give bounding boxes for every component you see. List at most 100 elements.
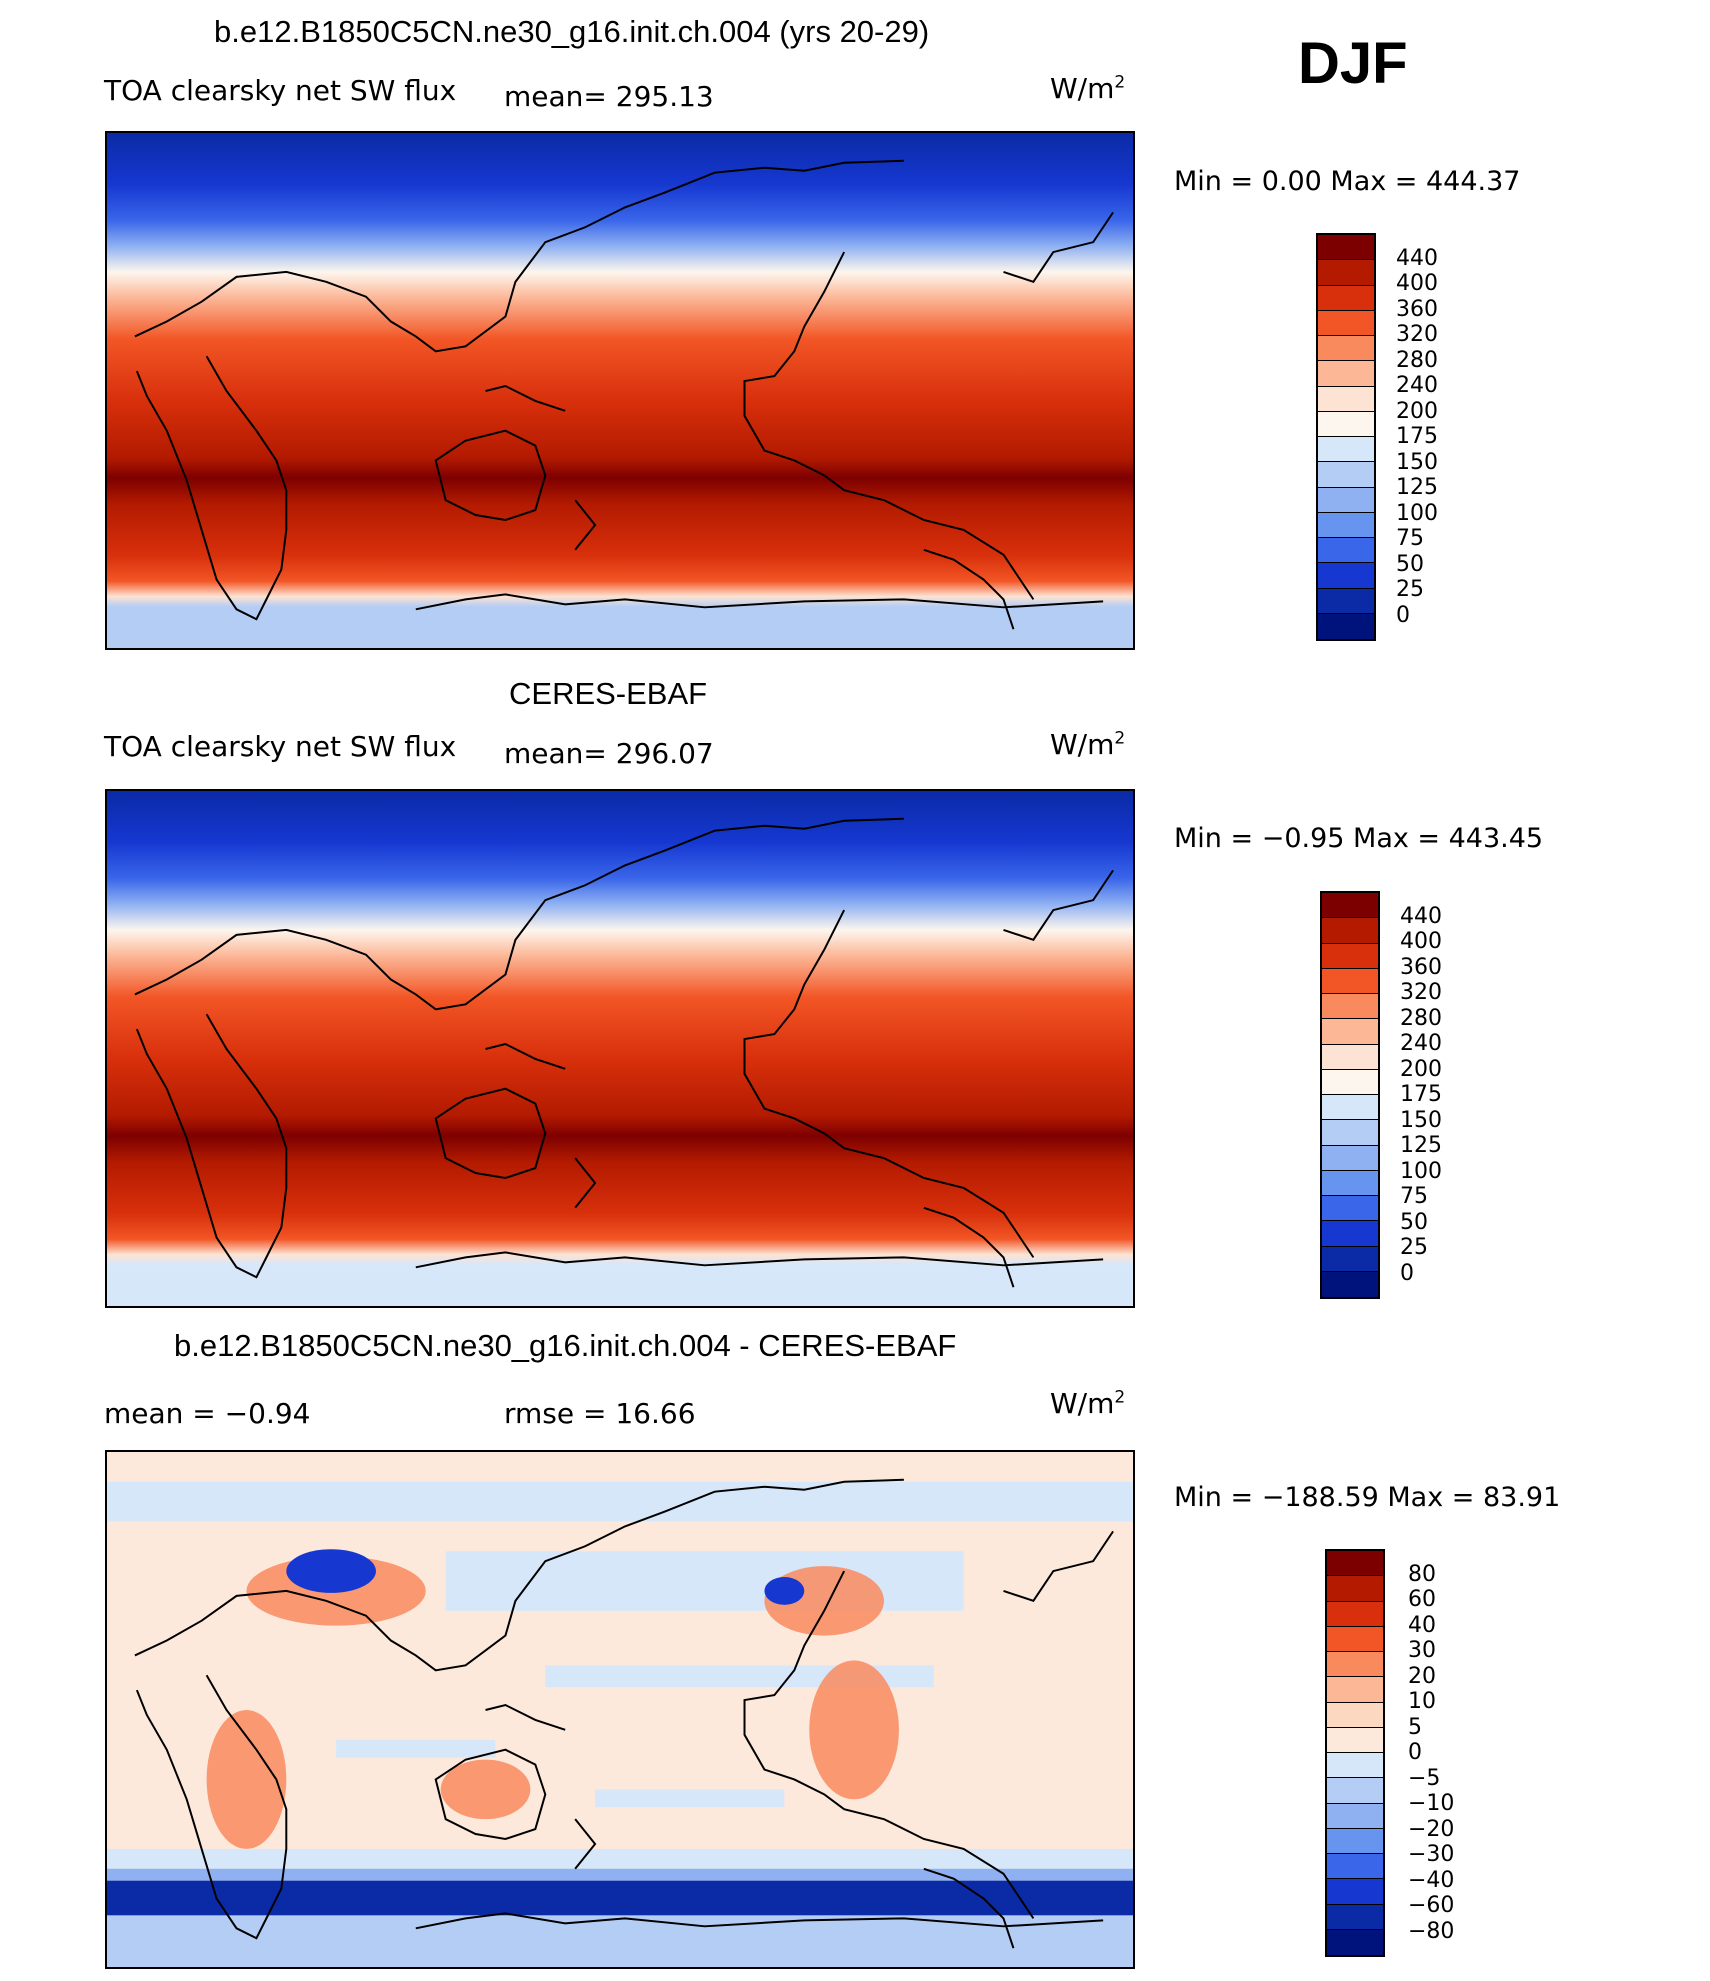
panel3-title: b.e12.B1850C5CN.ne30_g16.init.ch.004 - C… [174,1328,957,1363]
colorbar-swatch [1322,893,1378,919]
colorbar-tick-label: 440 [1400,903,1442,929]
panel3-colorbar [1325,1549,1385,1957]
colorbar-swatch [1322,1120,1378,1146]
colorbar-tick-label: 175 [1400,1082,1442,1107]
colorbar-tick-label: 50 [1400,1209,1428,1235]
colorbar-tick-label: 25 [1396,577,1424,602]
colorbar-swatch [1327,1727,1383,1753]
colorbar-tick-label: 280 [1400,1005,1442,1031]
colorbar-swatch [1322,994,1378,1020]
panel1-title: b.e12.B1850C5CN.ne30_g16.init.ch.004 (yr… [214,14,930,49]
colorbar-tick-label: 150 [1400,1107,1442,1133]
colorbar-tick-label: 200 [1400,1056,1442,1082]
colorbar-swatch [1322,1019,1378,1045]
colorbar-swatch [1327,1778,1383,1804]
colorbar-swatch [1327,1929,1383,1955]
panel3-map-svg [107,1452,1133,1967]
colorbar-tick-label: 5 [1408,1714,1422,1740]
colorbar-swatch [1327,1803,1383,1829]
panel3-minmax: Min = −188.59 Max = 83.91 [1174,1482,1561,1513]
colorbar-tick-label: 240 [1396,373,1438,398]
colorbar-swatch [1318,336,1374,362]
colorbar-swatch [1327,1904,1383,1930]
colorbar-tick-label: 400 [1400,929,1442,954]
colorbar-tick-label: −80 [1408,1918,1455,1944]
colorbar-swatch [1318,487,1374,513]
colorbar-tick-label: 320 [1400,980,1442,1005]
colorbar-tick-label: 240 [1400,1031,1442,1056]
colorbar-swatch [1327,1677,1383,1703]
colorbar-tick-label: 150 [1396,449,1438,475]
colorbar-swatch [1327,1854,1383,1880]
colorbar-swatch [1318,512,1374,538]
colorbar-tick-label: 440 [1396,245,1438,271]
colorbar-swatch [1322,1145,1378,1171]
panel2-title: CERES-EBAF [509,676,708,711]
panel3-rmse: rmse = 16.66 [504,1397,696,1430]
colorbar-swatch [1322,1095,1378,1121]
colorbar-swatch [1318,310,1374,336]
colorbar-swatch [1322,1196,1378,1222]
colorbar-swatch [1327,1576,1383,1602]
panel2-colorbar [1320,891,1380,1299]
colorbar-tick-label: −60 [1408,1893,1455,1918]
colorbar-swatch [1318,563,1374,589]
panel2-mean: mean= 296.07 [504,737,714,770]
colorbar-tick-label: 320 [1396,322,1438,347]
colorbar-swatch [1318,235,1374,261]
colorbar-tick-label: 100 [1396,500,1438,526]
colorbar-swatch [1327,1626,1383,1652]
colorbar-swatch [1327,1879,1383,1905]
panel1-colorbar [1316,233,1376,641]
panel1-map-svg [107,133,1133,648]
panel1-units: W/m2 [1050,72,1126,105]
colorbar-swatch [1327,1601,1383,1627]
colorbar-tick-label: 20 [1408,1663,1436,1689]
colorbar-tick-label: 125 [1400,1133,1442,1158]
colorbar-swatch [1327,1551,1383,1577]
colorbar-tick-label: 75 [1396,526,1424,551]
colorbar-swatch [1318,538,1374,564]
colorbar-tick-label: 100 [1400,1158,1442,1184]
colorbar-tick-label: 0 [1400,1260,1414,1286]
colorbar-swatch [1318,386,1374,412]
panel2-units: W/m2 [1050,728,1126,761]
colorbar-swatch [1318,462,1374,488]
colorbar-tick-label: 400 [1396,271,1438,296]
colorbar-swatch [1322,1221,1378,1247]
colorbar-swatch [1322,1271,1378,1297]
colorbar-tick-label: 360 [1396,296,1438,322]
colorbar-swatch [1327,1702,1383,1728]
colorbar-swatch [1322,1170,1378,1196]
colorbar-tick-label: 125 [1396,475,1438,500]
colorbar-tick-label: 60 [1408,1587,1436,1612]
colorbar-tick-label: 200 [1396,398,1438,424]
colorbar-tick-label: 40 [1408,1612,1436,1638]
panel3-map [105,1450,1135,1969]
colorbar-swatch [1327,1652,1383,1678]
colorbar-tick-label: −40 [1408,1867,1455,1893]
colorbar-tick-label: −30 [1408,1842,1455,1867]
colorbar-tick-label: 10 [1408,1689,1436,1714]
colorbar-swatch [1318,613,1374,639]
colorbar-swatch [1322,918,1378,944]
colorbar-tick-label: 0 [1408,1740,1422,1765]
colorbar-swatch [1322,1069,1378,1095]
colorbar-swatch [1322,943,1378,969]
panel2-minmax: Min = −0.95 Max = 443.45 [1174,823,1544,854]
colorbar-swatch [1322,1044,1378,1070]
colorbar-tick-label: 175 [1396,424,1438,449]
panel2-map [105,789,1135,1308]
colorbar-tick-label: 0 [1396,602,1410,628]
colorbar-tick-label: 75 [1400,1184,1428,1209]
colorbar-swatch [1318,260,1374,286]
colorbar-swatch [1318,588,1374,614]
colorbar-tick-label: 360 [1400,954,1442,980]
panel3-units: W/m2 [1050,1387,1126,1420]
colorbar-swatch [1318,285,1374,311]
colorbar-tick-label: 80 [1408,1561,1436,1587]
colorbar-swatch [1318,437,1374,463]
panel2-map-svg [107,791,1133,1306]
panel1-minmax: Min = 0.00 Max = 444.37 [1174,166,1521,197]
colorbar-tick-label: −5 [1408,1765,1441,1791]
